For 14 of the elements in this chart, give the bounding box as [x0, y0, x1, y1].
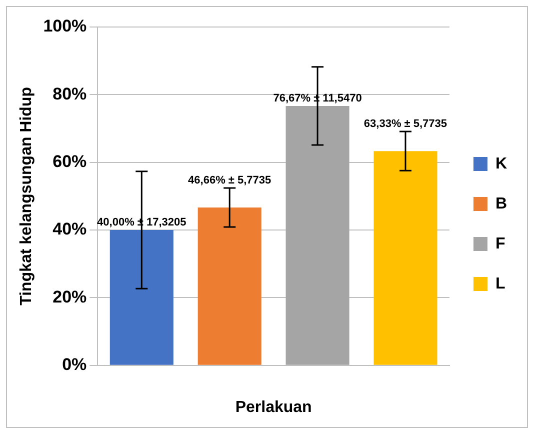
x-axis-title: Perlakuan	[235, 398, 312, 416]
y-axis-title: Tingkat kelangsungan Hidup	[18, 86, 36, 306]
y-tick-label: 20%	[52, 287, 87, 306]
y-tick-label: 100%	[43, 16, 87, 36]
y-tick-label: 80%	[52, 84, 87, 104]
data-label: 63,33% ± 5,7735	[364, 118, 448, 130]
legend-label: F	[495, 235, 506, 252]
legend-label: L	[495, 275, 506, 292]
y-tick-label: 0%	[62, 355, 87, 374]
legend-label: B	[495, 195, 508, 212]
data-label: 46,66% ± 5,7735	[188, 174, 272, 186]
y-tick-label: 60%	[52, 152, 87, 172]
legend-label: K	[495, 155, 508, 172]
y-tick-label: 40%	[52, 220, 87, 239]
